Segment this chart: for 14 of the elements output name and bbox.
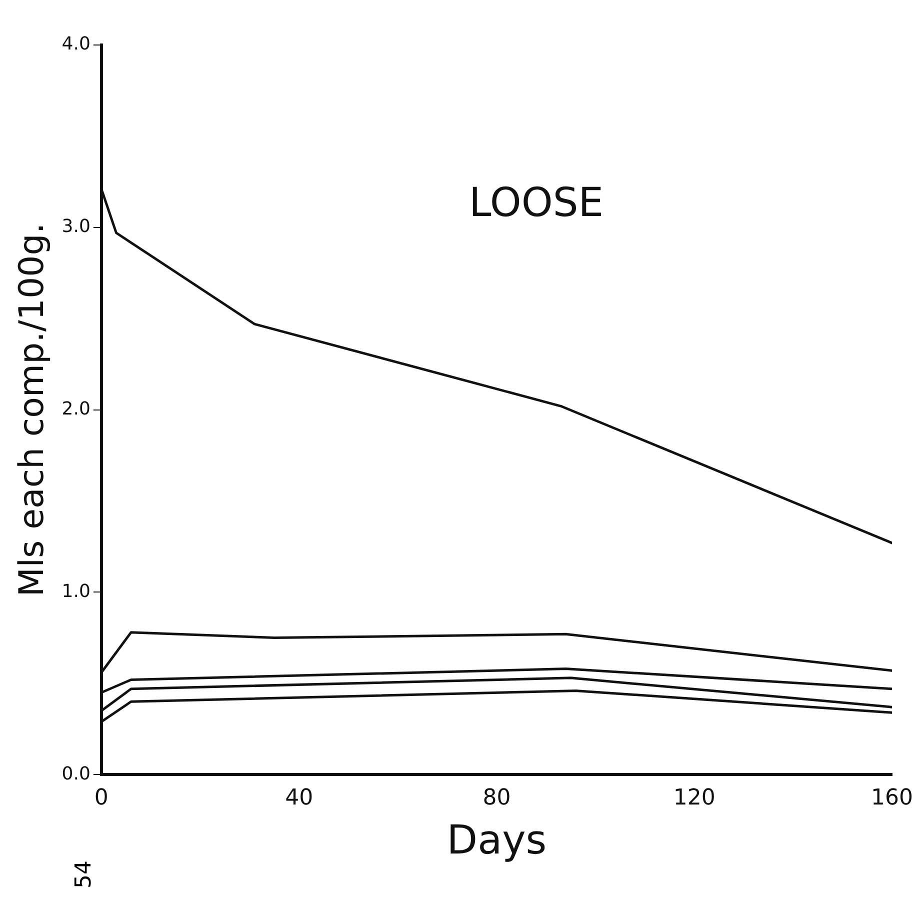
x-tick-label: 0	[94, 786, 108, 811]
x-tick-label: 40	[285, 786, 314, 811]
text: 54	[72, 860, 96, 888]
y-tick-label: 3.0	[62, 216, 90, 238]
y-tick-label: 4.0	[62, 34, 90, 55]
x-tick-label: 160	[871, 786, 913, 811]
y-tick-label: 0.0	[62, 763, 90, 784]
x-tick-label: 80	[482, 786, 511, 811]
y-tick-label: 1.0	[62, 580, 90, 602]
x-tick-label: 120	[673, 786, 716, 811]
y-axis-title: Mls each comp./100g.	[12, 222, 52, 597]
text: LOOSE	[468, 180, 604, 226]
x-axis-title: Days	[446, 817, 547, 864]
y-tick-label: 2.0	[62, 398, 90, 420]
